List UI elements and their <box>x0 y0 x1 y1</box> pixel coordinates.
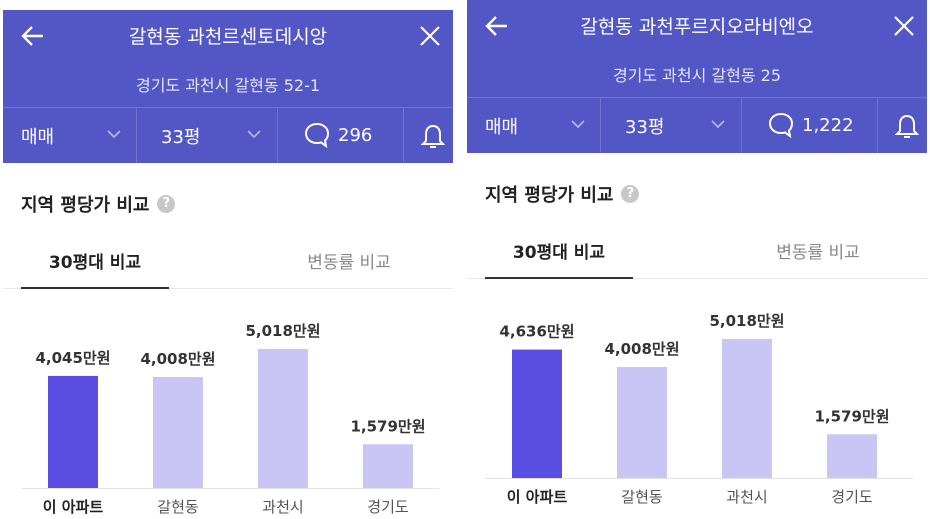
bar <box>827 434 877 478</box>
value-label: 4,636만원 <box>499 323 574 341</box>
trade-type[interactable]: 매매 <box>21 126 55 148</box>
section-header: 지역 평당가 비교? <box>485 181 640 207</box>
bell-button[interactable] <box>895 113 919 141</box>
bar <box>258 349 308 488</box>
tab[interactable]: 변동률 비교 <box>307 253 391 273</box>
divider <box>403 108 404 163</box>
address: 경기도 과천시 갈현동 52-1 <box>135 76 321 95</box>
trade-type[interactable]: 매매 <box>485 116 519 138</box>
category-label: 이 아파트 <box>507 488 568 506</box>
apartment-title: 갈현동 과천푸르지오라비엔오 <box>580 16 814 38</box>
bar <box>153 376 203 488</box>
category-label: 갈현동 <box>621 488 663 506</box>
divider <box>136 108 137 163</box>
section-header: 지역 평당가 비교? <box>21 191 176 217</box>
tab-indicator <box>21 287 169 289</box>
tab[interactable]: 30평대 비교 <box>48 253 142 273</box>
category-label: 이 아파트 <box>43 498 104 516</box>
value-label: 1,579만원 <box>350 417 425 435</box>
category-label: 갈현동 <box>157 498 199 516</box>
category-label: 과천시 <box>262 498 303 516</box>
chevron <box>571 120 585 129</box>
value-label: 1,579만원 <box>814 407 889 425</box>
close-button[interactable] <box>419 25 441 47</box>
comment-icon[interactable] <box>304 122 330 148</box>
tab-divider <box>3 288 453 289</box>
chevron <box>247 130 261 139</box>
tab-indicator <box>485 277 633 279</box>
help-icon[interactable]: ? <box>621 185 640 203</box>
address: 경기도 과천시 갈현동 25 <box>612 66 782 85</box>
divider <box>3 107 453 108</box>
bar <box>617 366 667 478</box>
value-label: 5,018만원 <box>245 322 320 340</box>
category-label: 과천시 <box>726 488 767 506</box>
category-label: 경기도 <box>367 498 409 516</box>
section-title: 지역 평당가 비교 <box>485 185 614 206</box>
bar <box>48 375 98 488</box>
size-select[interactable]: 33평 <box>625 116 665 138</box>
divider <box>600 98 601 153</box>
value-label: 4,008만원 <box>604 340 679 358</box>
value-label: 4,008만원 <box>140 350 215 368</box>
size-select[interactable]: 33평 <box>161 126 201 148</box>
chevron <box>711 120 725 129</box>
divider <box>741 98 742 153</box>
value-label: 4,045만원 <box>35 349 110 367</box>
divider <box>877 98 878 153</box>
tab[interactable]: 30평대 비교 <box>512 243 606 263</box>
close-button[interactable] <box>893 15 915 37</box>
tab[interactable]: 변동률 비교 <box>776 243 860 263</box>
apartment-title: 갈현동 과천르센토데시앙 <box>128 26 328 48</box>
bell-button[interactable] <box>421 123 445 151</box>
help-icon[interactable]: ? <box>157 195 176 213</box>
bar <box>512 349 562 478</box>
bar <box>722 339 772 478</box>
tab-divider <box>467 278 927 279</box>
value-label: 5,018만원 <box>709 312 784 330</box>
comment-icon[interactable] <box>768 112 794 138</box>
divider <box>467 97 927 98</box>
section-title: 지역 평당가 비교 <box>21 195 150 216</box>
comment-count[interactable]: 1,222 <box>802 115 854 136</box>
comment-count[interactable]: 296 <box>338 125 373 146</box>
divider <box>277 108 278 163</box>
category-label: 경기도 <box>831 488 873 506</box>
chevron <box>107 130 121 139</box>
bar <box>363 444 413 488</box>
back-button[interactable] <box>483 14 509 38</box>
back-button[interactable] <box>19 24 45 48</box>
